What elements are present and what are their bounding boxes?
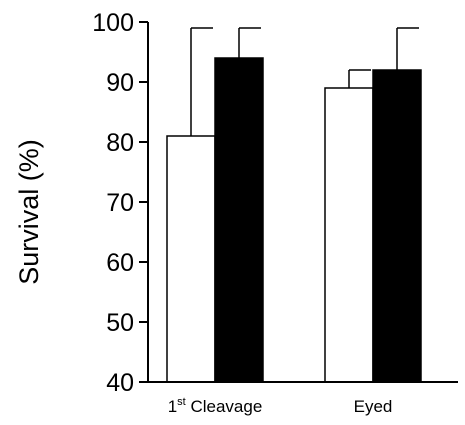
y-ticks-group: 40 50 60 70 80 90 100 (92, 9, 148, 397)
bars-group (166, 57, 422, 383)
y-axis-title: Survival (%) (14, 139, 44, 285)
bar (324, 87, 374, 383)
error-bars-group (190, 27, 419, 136)
x-category-label-sup: st (177, 396, 186, 408)
bar (214, 57, 264, 383)
y-tick-label: 60 (106, 249, 134, 277)
bar (166, 135, 216, 383)
x-labels-group: 1st Cleavage Eyed (168, 396, 393, 416)
y-tick-label: 100 (92, 9, 134, 37)
y-tick-label: 40 (106, 369, 134, 397)
x-category-label-main: Eyed (354, 397, 393, 416)
y-tick-label: 90 (106, 69, 134, 97)
x-category-label-rest: Cleavage (186, 397, 263, 416)
x-category-label: 1st Cleavage (168, 396, 263, 416)
bar (372, 69, 422, 383)
x-category-label: Eyed (354, 397, 393, 416)
x-category-label-main: 1 (168, 397, 177, 416)
y-tick-label: 80 (106, 129, 134, 157)
y-tick-label: 70 (106, 189, 134, 217)
y-tick-label: 50 (106, 309, 134, 337)
